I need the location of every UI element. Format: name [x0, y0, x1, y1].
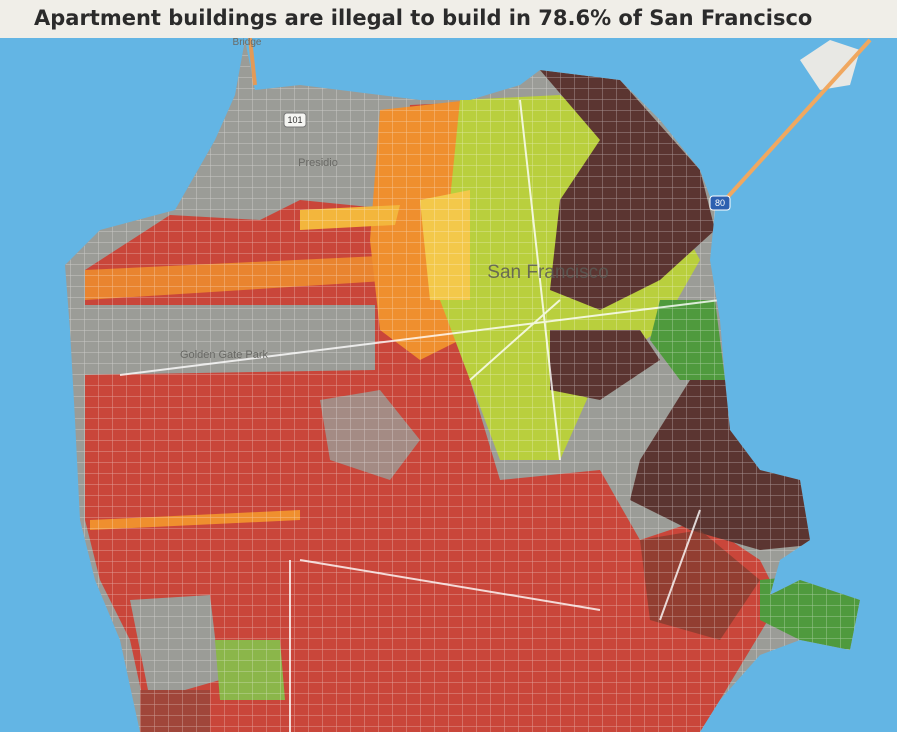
bay-bridge	[723, 38, 872, 202]
map-label: Golden Gate Park	[180, 349, 269, 361]
map: Bridge 101 Presidio San Francisco Golden…	[0, 38, 897, 732]
map-label: San Francisco	[487, 262, 608, 283]
map-label: Presidio	[298, 157, 338, 169]
golden-gate-bridge	[248, 38, 257, 86]
map-label: Bridge	[233, 38, 262, 48]
shield-label: 80	[715, 198, 725, 208]
island	[800, 40, 860, 90]
highway-shield	[283, 112, 307, 128]
shield-label: 101	[287, 115, 302, 125]
highway-shield	[709, 195, 731, 211]
major-roads	[119, 99, 721, 732]
title: Apartment buildings are illegal to build…	[34, 6, 813, 30]
title-bar: Apartment buildings are illegal to build…	[0, 0, 897, 38]
